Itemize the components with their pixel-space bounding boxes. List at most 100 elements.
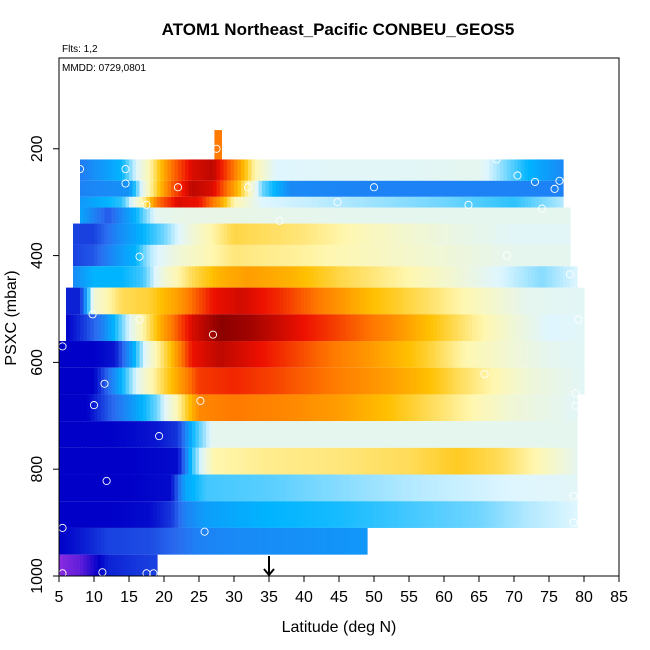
heatmap-cell xyxy=(335,501,340,528)
heatmap-cell xyxy=(181,474,186,502)
heatmap-cell xyxy=(262,501,267,528)
heatmap-cell xyxy=(552,474,557,502)
heatmap-cell xyxy=(69,501,74,528)
heatmap-cell xyxy=(174,394,179,422)
heatmap-cell xyxy=(234,474,239,502)
heatmap-cell xyxy=(395,421,400,448)
heatmap-cell xyxy=(73,421,78,448)
heatmap-cell xyxy=(115,474,120,502)
heatmap-cell xyxy=(132,367,137,395)
heatmap-cell xyxy=(300,447,305,475)
heatmap-cell xyxy=(143,180,148,197)
heatmap-cell xyxy=(283,223,288,245)
heatmap-cell xyxy=(321,244,326,267)
heatmap-cell xyxy=(381,501,386,528)
heatmap-cell xyxy=(255,527,260,555)
heatmap-cell xyxy=(398,341,403,368)
heatmap-cell xyxy=(300,394,305,422)
heatmap-cell xyxy=(97,527,102,555)
heatmap-cell xyxy=(157,341,162,368)
heatmap-cell xyxy=(332,159,337,181)
heatmap-cell xyxy=(388,501,393,528)
heatmap-cell xyxy=(360,223,365,245)
heatmap-cell xyxy=(220,266,225,288)
heatmap-cell xyxy=(367,244,372,267)
heatmap-cell xyxy=(314,421,319,448)
heatmap-cell xyxy=(503,501,508,528)
heatmap-cell xyxy=(185,266,190,288)
heatmap-cell xyxy=(171,527,176,555)
heatmap-cell xyxy=(556,207,561,224)
heatmap-cell xyxy=(258,394,263,422)
heatmap-cell xyxy=(342,501,347,528)
heatmap-cell xyxy=(265,159,270,181)
heatmap-cell xyxy=(297,287,302,315)
heatmap-cell xyxy=(188,447,193,475)
heatmap-cell xyxy=(174,180,179,197)
heatmap-cell xyxy=(528,421,533,448)
heatmap-cell xyxy=(465,501,470,528)
heatmap-cell xyxy=(332,367,337,395)
heatmap-cell xyxy=(178,527,183,555)
heatmap-cell xyxy=(454,207,459,224)
heatmap-cell xyxy=(157,421,162,448)
heatmap-cell xyxy=(479,244,484,267)
heatmap-cell xyxy=(192,341,197,368)
heatmap-cell xyxy=(300,180,305,197)
heatmap-cell xyxy=(160,223,165,245)
heatmap-cell xyxy=(139,244,144,267)
x-tick-label: 45 xyxy=(330,589,348,606)
heatmap-cell xyxy=(269,394,274,422)
heatmap-cell xyxy=(374,501,379,528)
heatmap-cell xyxy=(454,266,459,288)
heatmap-cell xyxy=(570,501,575,528)
x-tick-label: 35 xyxy=(260,589,278,606)
heatmap-cell xyxy=(475,421,480,448)
heatmap-cell xyxy=(454,367,459,395)
heatmap-cell xyxy=(199,367,204,395)
heatmap-cell xyxy=(234,223,239,245)
heatmap-cell xyxy=(384,223,389,245)
heatmap-cell xyxy=(66,421,71,448)
heatmap-cell xyxy=(514,314,519,342)
heatmap-cell xyxy=(447,474,452,502)
heatmap-cell xyxy=(454,287,459,315)
heatmap-cell xyxy=(153,394,158,422)
heatmap-cell xyxy=(321,501,326,528)
heatmap-cell xyxy=(108,447,113,475)
heatmap-cell xyxy=(146,527,151,555)
heatmap-cell xyxy=(356,501,361,528)
heatmap-cell xyxy=(356,421,361,448)
heatmap-cell xyxy=(199,159,204,181)
heatmap-cell xyxy=(440,244,445,267)
heatmap-cell xyxy=(167,394,172,422)
heatmap-cell xyxy=(195,501,200,528)
heatmap-cell xyxy=(237,159,242,181)
heatmap-cell xyxy=(97,554,102,576)
heatmap-cell xyxy=(118,196,123,208)
heatmap-cell xyxy=(244,474,249,502)
heatmap-cell xyxy=(521,223,526,245)
heatmap-cell xyxy=(405,207,410,224)
heatmap-cell xyxy=(405,314,410,342)
heatmap-cell xyxy=(475,287,480,315)
heatmap-cell xyxy=(412,421,417,448)
heatmap-cell xyxy=(290,196,295,208)
heatmap-cell xyxy=(405,341,410,368)
heatmap-cell xyxy=(216,314,221,342)
heatmap-cell xyxy=(440,287,445,315)
heatmap-cell xyxy=(115,266,120,288)
heatmap-cell xyxy=(321,266,326,288)
heatmap-cell xyxy=(136,341,141,368)
heatmap-cell xyxy=(388,474,393,502)
heatmap-cell xyxy=(430,447,435,475)
heatmap-cell xyxy=(444,287,449,315)
heatmap-cell xyxy=(83,527,88,555)
heatmap-cell xyxy=(580,287,585,315)
heatmap-cell xyxy=(97,447,102,475)
heatmap-cell xyxy=(314,527,319,555)
heatmap-cell xyxy=(430,180,435,197)
heatmap-cell xyxy=(524,474,529,502)
heatmap-cell xyxy=(507,180,512,197)
